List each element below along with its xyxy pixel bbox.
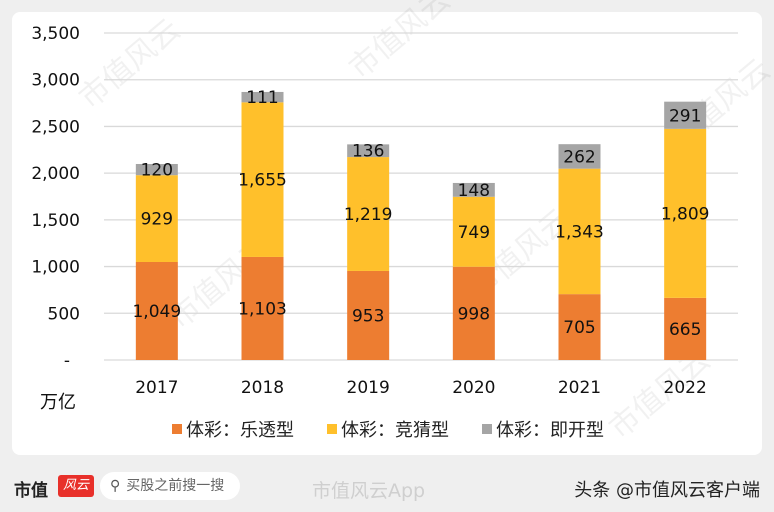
watermark-text: 市值风云 (343, 0, 457, 86)
data-label: 111 (246, 88, 278, 108)
legend-swatch (172, 424, 182, 434)
legend-swatch (327, 424, 337, 434)
search-box[interactable]: ⚲ 买股之前搜一搜 (100, 472, 240, 500)
y-tick-label: 500 (48, 304, 80, 324)
bar-segment (452, 266, 495, 360)
data-label: 929 (141, 210, 173, 230)
brand-name: 市值 (14, 481, 48, 501)
legend-label: 体彩：乐透型 (186, 420, 294, 441)
search-placeholder: 买股之前搜一搜 (126, 478, 225, 494)
unit-label: 万亿 (40, 392, 76, 413)
data-label: 749 (458, 223, 490, 243)
x-tick-label: 2022 (664, 378, 707, 398)
x-tick-label: 2018 (241, 378, 284, 398)
y-tick-label: 2,000 (31, 164, 80, 184)
data-label: 1,103 (238, 299, 287, 319)
y-tick-label: 3,500 (31, 24, 80, 44)
data-label: 291 (669, 106, 701, 126)
data-label: 136 (352, 142, 384, 162)
bar-segment (664, 297, 707, 360)
y-tick-label: 2,500 (31, 117, 80, 137)
bar-segment (347, 144, 390, 158)
bar-segment (558, 294, 601, 360)
legend-swatch (482, 424, 492, 434)
bar-segment (135, 261, 178, 360)
data-label: 665 (669, 320, 701, 340)
y-tick-label: - (64, 351, 70, 371)
data-label: 1,049 (132, 302, 181, 322)
x-tick-label: 2021 (558, 378, 601, 398)
data-label: 998 (458, 304, 490, 324)
bar-segment (135, 175, 178, 262)
bar-segment (347, 270, 390, 360)
bar-segment (347, 157, 390, 271)
bar-segment (241, 256, 284, 360)
bar-segment (558, 144, 601, 169)
data-label: 120 (141, 161, 173, 181)
data-label: 1,219 (344, 205, 393, 225)
footer: 市值 风云 ⚲ 买股之前搜一搜 市值风云App 头条 @市值风云客户端 (0, 462, 774, 512)
data-label: 1,809 (661, 204, 710, 224)
toutiao-handle: 头条 @市值风云客户端 (574, 480, 760, 501)
x-tick-label: 2017 (135, 378, 178, 398)
bar-segment (452, 182, 495, 197)
data-label: 262 (563, 147, 595, 167)
data-label: 705 (563, 318, 595, 338)
y-tick-label: 1,500 (31, 211, 80, 231)
y-tick-label: 3,000 (31, 71, 80, 91)
legend-label: 体彩：竞猜型 (341, 420, 449, 441)
bar-segment (558, 168, 601, 295)
bar-segment (135, 163, 178, 176)
data-label: 148 (458, 181, 490, 201)
bar-segment (664, 101, 707, 129)
bar-segment (241, 91, 284, 103)
brand-logo: 风云 (58, 475, 94, 497)
x-tick-label: 2019 (347, 378, 390, 398)
weibo-handle: 市值风云App (312, 480, 426, 502)
search-icon: ⚲ (110, 478, 121, 494)
data-label: 1,343 (555, 222, 604, 242)
data-label: 953 (352, 306, 384, 326)
bar-segment (664, 128, 707, 298)
y-tick-label: 1,000 (31, 258, 80, 278)
bar-segment (241, 102, 284, 257)
legend-label: 体彩：即开型 (496, 420, 604, 441)
bar-segment (452, 196, 495, 267)
data-label: 1,655 (238, 171, 287, 191)
watermark-text: 市值风云 (73, 12, 187, 116)
x-tick-label: 2020 (452, 378, 495, 398)
